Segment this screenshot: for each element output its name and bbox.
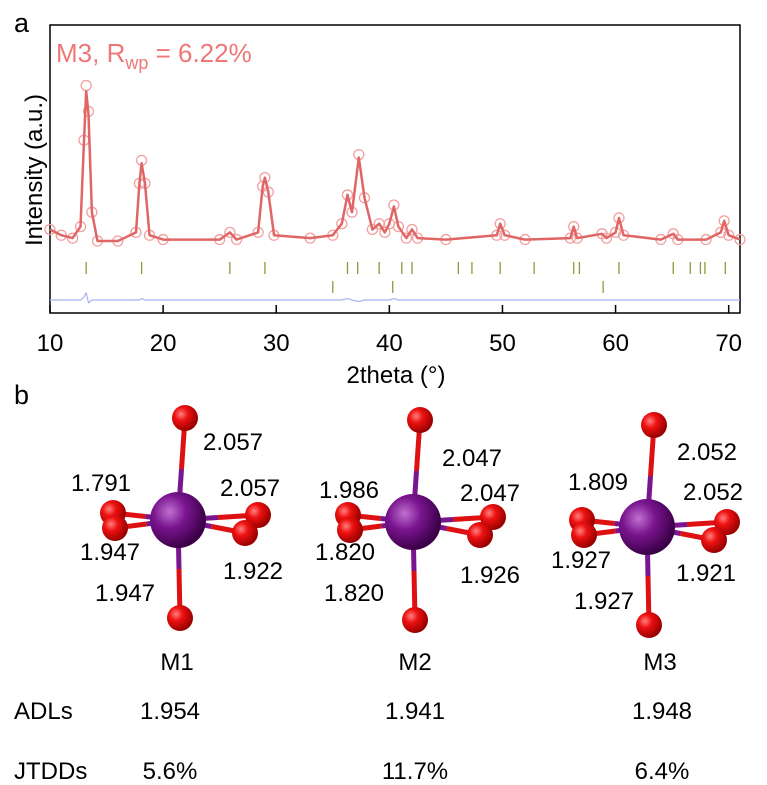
bond-length: 1.820 [324,580,384,607]
oxygen-atom [102,515,128,541]
bond-length: 1.947 [80,539,140,566]
row-label: ADLs [14,698,73,725]
metal-atom [619,499,675,555]
bond-length: 2.047 [460,480,520,507]
calculated-line [50,91,740,241]
bond-length: 1.927 [551,547,611,574]
table-value: 1.948 [632,698,692,725]
row-label: JTDDs [14,758,87,785]
oxygen-atom [641,412,667,438]
annotation-text: M3, R [56,38,125,68]
bond-length: 1.809 [568,469,628,496]
table-value: 11.7% [382,758,448,785]
y-axis-label: Intensity (a.u.) [21,94,48,246]
structure-name: M1 [160,649,193,676]
x-tick-label: 60 [602,330,629,357]
bond-length: 1.791 [71,470,131,497]
metal-atom [385,494,441,550]
observed-point [81,80,91,90]
bond-length: 1.927 [574,588,634,615]
oxygen-atom [172,405,198,431]
bond-length: 1.986 [319,477,379,504]
structure-name: M3 [643,649,676,676]
bond-length: 1.922 [223,558,283,585]
bond-length: 2.057 [220,475,280,502]
page: {"chart_data": {"type": "line", "panel_l… [0,0,767,785]
annotation-subscript: wp [124,53,148,73]
bond-length: 2.047 [442,445,502,472]
oxygen-atom [232,520,258,546]
table-value: 1.941 [385,698,445,725]
plot-frame [50,25,740,313]
figure: a b 2theta (°) Intensity (a.u.) M3, Rwp … [0,0,767,785]
bond-length: 2.052 [677,439,737,466]
table-value: 5.6% [143,758,198,785]
oxygen-atom [701,527,727,553]
structure-name: M2 [398,649,431,676]
oxygen-atom [636,612,662,638]
x-tick-label: 70 [715,330,742,357]
annotation-suffix: = 6.22% [148,38,251,68]
x-tick-label: 20 [150,330,177,357]
bond-length: 1.926 [460,562,520,589]
table-value: 6.4% [635,758,690,785]
annotation: M3, Rwp = 6.22% [56,38,252,73]
oxygen-atom [402,607,428,633]
panel-label: b [14,380,29,410]
difference-line [50,293,740,303]
x-tick-label: 50 [489,330,516,357]
oxygen-atom [467,522,493,548]
metal-atom [150,492,206,548]
oxygen-atom [167,605,193,631]
bond-length: 2.052 [683,479,743,506]
x-tick-label: 40 [376,330,403,357]
bond-length: 1.947 [95,580,155,607]
x-tick-label: 30 [263,330,290,357]
table-value: 1.954 [140,698,200,725]
x-tick-label: 10 [37,330,64,357]
bond-length: 2.057 [203,429,263,456]
x-axis-label: 2theta (°) [347,362,446,389]
bond-length: 1.921 [676,560,736,587]
bond-length: 1.820 [315,539,375,566]
oxygen-atom [571,522,597,548]
panel-label: a [14,8,30,38]
oxygen-atom [407,407,433,433]
